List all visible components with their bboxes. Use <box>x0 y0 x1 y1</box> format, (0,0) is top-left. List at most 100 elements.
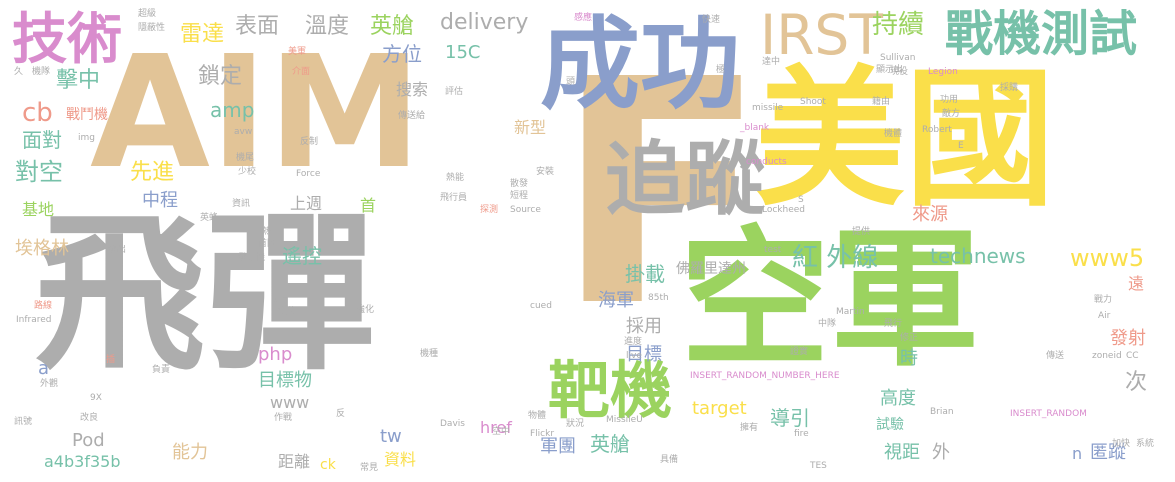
cloud-word: php <box>258 344 293 365</box>
cloud-word: 物體 <box>528 411 547 421</box>
cloud-word: 次 <box>1125 370 1148 395</box>
cloud-word: amp <box>210 98 255 122</box>
cloud-word: INSERT_RANDOM <box>1010 409 1087 419</box>
cloud-word: 鎖定 <box>198 64 243 89</box>
cloud-word: 證實 <box>790 347 809 357</box>
cloud-word: 傳送給 <box>398 111 426 121</box>
cloud-word: 飛彈 <box>35 196 376 394</box>
cloud-word: AIM <box>90 22 422 203</box>
cloud-word: 發出 <box>108 245 127 255</box>
cloud-word: 基地 <box>22 200 55 219</box>
cloud-word: 英艙 <box>370 14 415 39</box>
cloud-word: 負責 <box>152 365 171 375</box>
cloud-word: 搜索 <box>396 80 429 99</box>
cloud-word: 導引 <box>770 406 810 430</box>
cloud-word: 空中 <box>492 427 511 437</box>
cloud-word: 提供 <box>852 227 871 237</box>
cloud-word: Infrared <box>16 315 52 325</box>
cloud-word: 少校 <box>238 167 257 177</box>
cloud-word: 插 <box>106 355 116 365</box>
cloud-word: 空軍 <box>680 213 981 387</box>
cloud-word: 強化 <box>356 305 375 315</box>
cloud-word: 佛羅里達州 <box>676 261 746 277</box>
cloud-word: 試驗 <box>876 417 904 433</box>
cloud-word: 狀況 <box>566 419 585 429</box>
cloud-word: 資訊 <box>232 199 251 209</box>
cloud-word: 熱 <box>262 227 272 237</box>
cloud-word: 戰鬥機 <box>66 107 108 123</box>
cloud-word: fire <box>794 429 809 439</box>
cloud-word: 成功 <box>540 6 740 123</box>
cloud-word: 反制 <box>300 137 319 147</box>
cloud-word: 資料 <box>384 450 417 469</box>
cloud-word: 具備 <box>660 455 679 465</box>
cloud-word: 功用 <box>940 95 959 105</box>
cloud-word: 戰機測試 <box>945 6 1138 62</box>
cloud-word: test <box>764 245 782 255</box>
cloud-word: 距離 <box>278 452 311 471</box>
cloud-word: Davis <box>440 419 465 429</box>
cloud-word: 追蹤 <box>605 133 765 226</box>
cloud-word: 中隊 <box>818 319 837 329</box>
cloud-word: 來源 <box>912 204 948 225</box>
cloud-word: 發動機 <box>238 253 266 263</box>
cloud-word: 超級 <box>138 9 157 19</box>
cloud-word: 傳送 <box>1046 351 1065 361</box>
cloud-word: 紅 外線 <box>792 243 879 273</box>
cloud-word: cued <box>530 301 552 311</box>
cloud-word: 現役 <box>890 67 909 77</box>
cloud-word: n <box>1072 444 1083 463</box>
cloud-word: 遠 <box>1128 274 1145 293</box>
cloud-word: 85th <box>648 293 669 303</box>
cloud-word: 修正 <box>900 333 919 343</box>
cloud-word: 掛載 <box>625 262 665 286</box>
cloud-word: live <box>626 351 642 361</box>
cloud-word: 久 <box>14 67 24 77</box>
cloud-word: ck <box>320 457 336 473</box>
cloud-word: 雷達 <box>180 22 225 47</box>
cloud-word: 匿蹤 <box>1090 442 1126 463</box>
cloud-word: Source <box>510 205 541 215</box>
cloud-word: 高度 <box>880 388 916 409</box>
cloud-word: 感應 <box>574 13 593 23</box>
cloud-word: Flickr <box>530 429 555 439</box>
cloud-word: 美軍 <box>288 47 307 57</box>
cloud-word: www <box>270 393 310 412</box>
cloud-word: 靶機 <box>548 354 673 427</box>
cloud-word: 介面 <box>292 67 311 77</box>
cloud-word: MissileU <box>606 415 643 425</box>
cloud-word: target <box>692 398 747 419</box>
cloud-word: 熱能 <box>446 173 465 183</box>
cloud-word: CC <box>1126 351 1139 361</box>
cloud-word: 首圖 <box>258 239 277 249</box>
cloud-word: conducts <box>746 157 787 167</box>
cloud-word: tw <box>380 426 402 447</box>
cloud-word: Martin <box>836 307 865 317</box>
cloud-word: 美國 <box>755 53 1056 227</box>
cloud-word: 戰力 <box>1094 295 1113 305</box>
cloud-word: 遙控 <box>282 244 322 268</box>
cloud-word: cb <box>22 98 53 128</box>
cloud-word: 擁有 <box>740 423 759 433</box>
cloud-word: 能力 <box>172 442 208 463</box>
cloud-word: img <box>78 133 95 143</box>
cloud-word: 安裝 <box>536 167 555 177</box>
cloud-word: zoneid <box>1092 351 1122 361</box>
cloud-word: Force <box>296 169 321 179</box>
cloud-word: Pod <box>72 430 105 451</box>
cloud-word: 反 <box>336 409 346 419</box>
cloud-word: 機隊 <box>32 67 51 77</box>
cloud-word: href <box>480 418 512 437</box>
cloud-word: src <box>274 295 288 305</box>
cloud-word: 定位 <box>278 307 297 317</box>
cloud-word: 系統 <box>1136 439 1155 449</box>
cloud-word: 英艙 <box>590 432 630 456</box>
cloud-word: 15C <box>445 42 481 63</box>
cloud-word: 持續 <box>872 10 925 40</box>
cloud-word: 常見 <box>360 463 379 473</box>
cloud-word: delivery <box>440 10 529 35</box>
cloud-word: 擊中 <box>56 68 101 93</box>
cloud-word: IRST <box>760 3 883 67</box>
cloud-word: 上週 <box>290 194 323 213</box>
